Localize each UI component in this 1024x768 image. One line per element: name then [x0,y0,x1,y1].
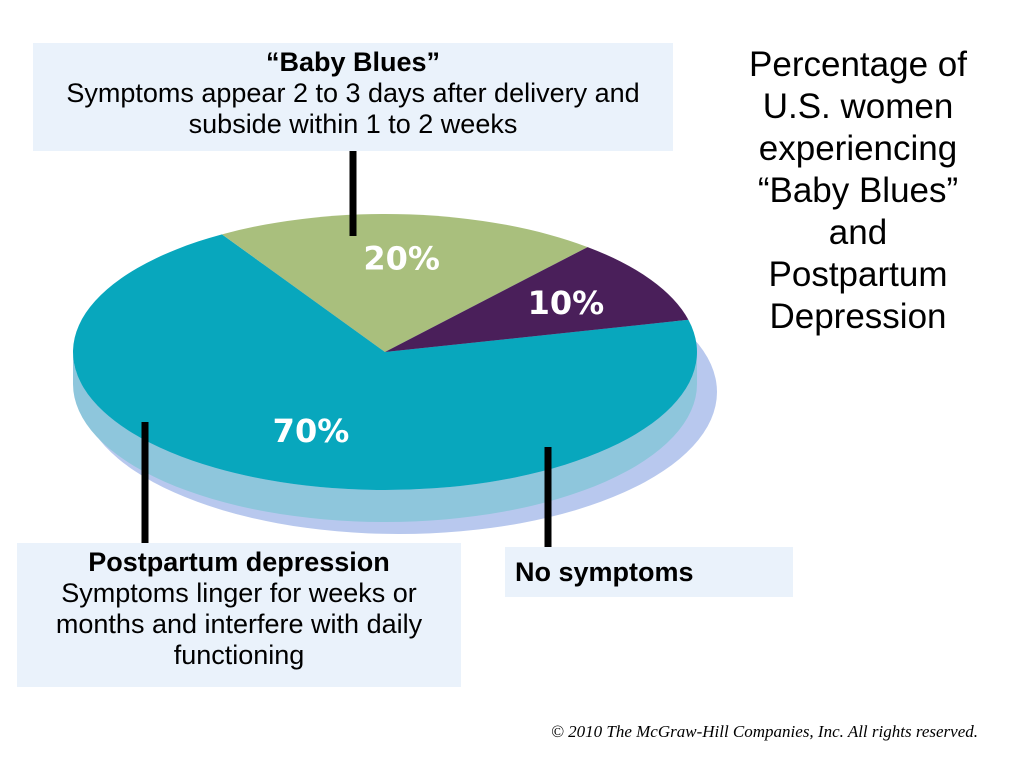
copyright-notice: © 2010 The McGraw-Hill Companies, Inc. A… [550,722,978,741]
baby-blues-description: Symptoms appear 2 to 3 days after delive… [66,78,640,139]
postpartum-callout: Postpartum depression Symptoms linger fo… [17,543,461,687]
no-symptoms-callout: No symptoms [505,547,793,597]
baby-blues-value-label: 70% [273,412,350,450]
no-symptoms-slice [221,214,588,352]
no-symptoms-heading: No symptoms [515,557,694,587]
postpartum-value-label: 10% [528,284,605,322]
baby-blues-slice [72,234,698,491]
chart-title: Percentage of U.S. women experiencing “B… [749,45,967,336]
no-symptoms-value-label: 20% [363,239,440,277]
baby-blues-slice-side [73,352,697,522]
baby-blues-heading: “Baby Blues” [265,47,441,77]
baby-blues-callout: “Baby Blues” Symptoms appear 2 to 3 days… [33,43,673,151]
postpartum-heading: Postpartum depression [88,547,390,577]
postpartum-slice [385,247,689,352]
postpartum-description: Symptoms linger for weeks or months and … [55,578,423,670]
